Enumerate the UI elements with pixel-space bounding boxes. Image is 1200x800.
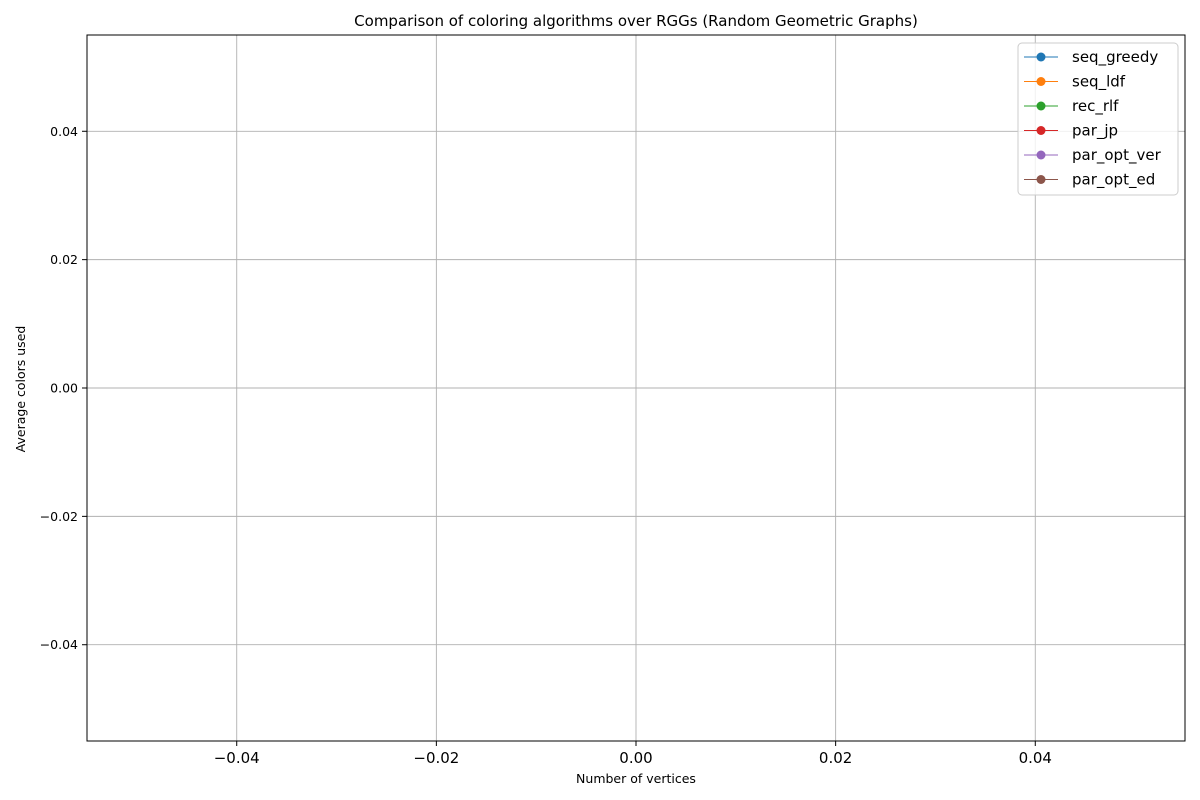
x-tick-label: 0.02 — [819, 749, 852, 767]
y-axis-ticks: −0.04 −0.02 0.00 0.02 0.04 — [40, 124, 87, 652]
legend-label: seq_ldf — [1072, 73, 1126, 92]
legend-marker — [1036, 126, 1046, 135]
legend-marker — [1036, 175, 1046, 184]
legend-marker — [1036, 77, 1046, 86]
y-tick-label: 0.04 — [50, 124, 78, 139]
x-axis-label: Number of vertices — [576, 771, 696, 786]
legend-marker — [1036, 101, 1046, 111]
legend-item: seq_greedy — [1024, 48, 1158, 67]
x-tick-label: 0.00 — [619, 749, 652, 767]
x-tick-label: −0.04 — [214, 749, 260, 767]
legend-item: par_opt_ver — [1024, 146, 1162, 165]
chart-title: Comparison of coloring algorithms over R… — [354, 12, 918, 30]
legend-item: seq_ldf — [1024, 73, 1126, 92]
y-tick-label: −0.04 — [40, 637, 78, 652]
legend-label: rec_rlf — [1072, 97, 1119, 116]
legend-label: par_jp — [1072, 122, 1118, 141]
legend-entries: seq_greedy seq_ldf rec_rlf par_jp par_opt_ve… — [1024, 48, 1162, 190]
legend-item: par_opt_ed — [1024, 171, 1155, 190]
legend-label: par_opt_ver — [1072, 146, 1162, 165]
legend-item: par_jp — [1024, 122, 1118, 141]
x-tick-label: −0.02 — [413, 749, 459, 767]
legend-label: seq_greedy — [1072, 48, 1158, 67]
legend-item: rec_rlf — [1024, 97, 1119, 116]
legend-marker — [1036, 150, 1046, 160]
legend: seq_greedy seq_ldf rec_rlf par_jp par_opt_ve… — [1017, 42, 1179, 196]
legend-label: par_opt_ed — [1072, 171, 1155, 190]
y-tick-label: 0.02 — [50, 252, 78, 267]
y-tick-label: 0.00 — [50, 381, 78, 396]
x-tick-label: 0.04 — [1019, 749, 1052, 767]
y-tick-label: −0.02 — [40, 509, 78, 524]
x-axis-ticks: −0.04 −0.02 0.00 0.02 0.04 — [214, 741, 1052, 767]
legend-marker — [1036, 52, 1046, 62]
y-axis-label: Average colors used — [13, 326, 28, 453]
